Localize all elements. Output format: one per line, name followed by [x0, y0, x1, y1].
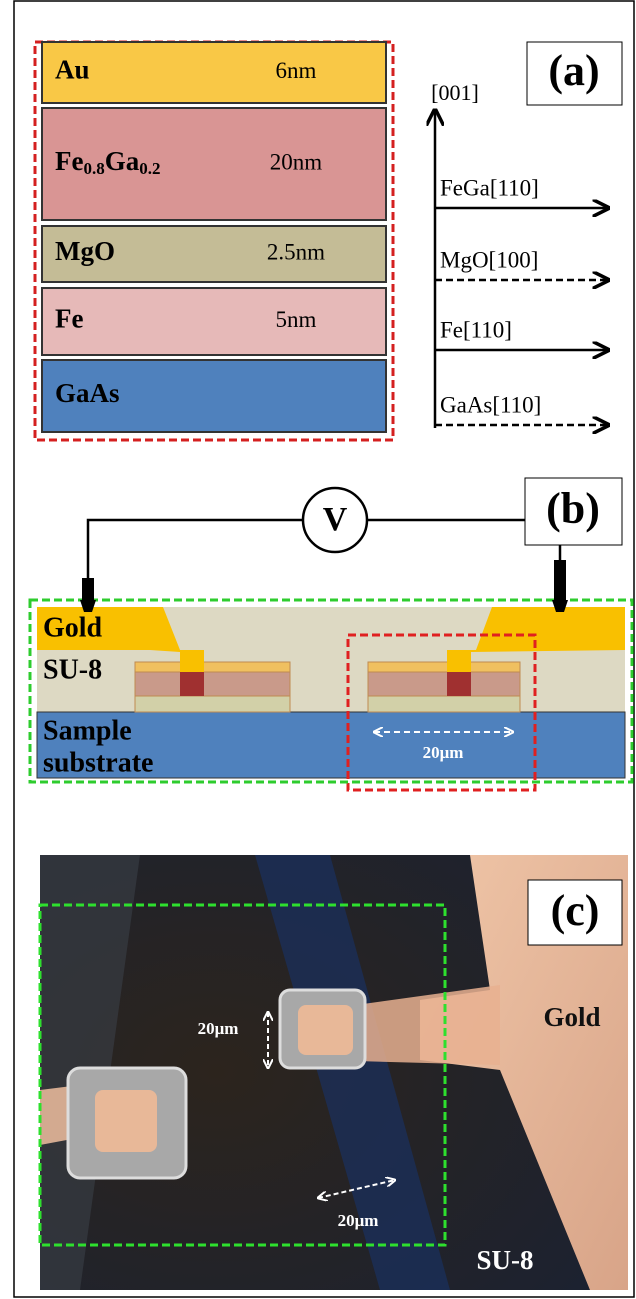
- layer: [41, 359, 387, 433]
- panel-c: (c) 20μm 20μm Gold SU-8: [38, 855, 628, 1290]
- device-outline: [38, 903, 447, 1247]
- layer-name: Fe0.8Ga0.2: [55, 146, 161, 178]
- scale-label: 20μm: [423, 743, 464, 762]
- scale-arrow: [318, 1180, 395, 1198]
- photo-gold: [420, 855, 628, 1290]
- substrate-label: Sample: [43, 715, 132, 746]
- layer-name-part: Fe: [55, 304, 83, 334]
- device-outline: [28, 598, 634, 784]
- layer-thickness: 2.5nm: [267, 239, 325, 264]
- frame: [13, 0, 635, 1298]
- probe: [552, 600, 568, 612]
- panel-label: (a): [548, 46, 599, 95]
- direction-label: MgO[100]: [440, 247, 538, 272]
- direction-label: Fe[110]: [440, 317, 512, 342]
- layer-name: Fe: [55, 304, 83, 334]
- stack-left: [134, 661, 291, 713]
- wire: [86, 518, 303, 600]
- layer-name-part: Au: [55, 55, 90, 85]
- panel-label: (c): [551, 886, 600, 935]
- gold-left: [37, 607, 204, 672]
- voltmeter-label: V: [323, 501, 348, 538]
- direction-label: FeGa[110]: [440, 175, 539, 200]
- gold-label: Gold: [543, 1002, 600, 1032]
- substrate: [36, 711, 626, 779]
- layer-name-part: 0.8: [83, 159, 104, 178]
- label-box: [527, 879, 623, 946]
- layer-thickness: 5nm: [276, 307, 317, 332]
- stack-outline: [33, 40, 395, 442]
- probe: [554, 560, 566, 602]
- layer: [41, 287, 387, 356]
- direction-label: GaAs[110]: [440, 392, 541, 417]
- layer-name: GaAs: [55, 378, 120, 408]
- layer: [41, 225, 387, 283]
- photo-pad: [298, 1005, 353, 1055]
- layer-name-part: Ga: [105, 146, 140, 176]
- gold-right: [447, 607, 625, 672]
- layer-name: MgO: [55, 236, 115, 266]
- layer: [41, 107, 387, 221]
- scale-label: 20μm: [338, 1211, 379, 1230]
- probe: [82, 578, 94, 602]
- label-box: [524, 477, 623, 546]
- layer-name: Au: [55, 55, 90, 85]
- panel-label: (b): [546, 484, 600, 533]
- photo-pad: [95, 1090, 157, 1152]
- highlight: [346, 633, 537, 792]
- layer-thickness: 20nm: [270, 149, 323, 174]
- layer-name-part: 0.2: [139, 159, 160, 178]
- su8-label: SU-8: [476, 1245, 533, 1275]
- substrate-label: substrate: [43, 747, 153, 778]
- contact: [447, 672, 471, 696]
- voltmeter: [301, 486, 369, 554]
- gold-label: Gold: [43, 612, 103, 643]
- layer-name-part: Fe: [55, 146, 83, 176]
- layer-name-part: GaAs: [55, 378, 120, 408]
- layer-name-part: MgO: [55, 236, 115, 266]
- photo-stripe: [255, 855, 450, 1290]
- stack-right: [367, 661, 521, 713]
- probe: [80, 600, 96, 612]
- scale-label: 20μm: [198, 1019, 239, 1038]
- axis-label: [001]: [431, 80, 479, 105]
- contact: [180, 672, 204, 696]
- layer: [41, 41, 387, 104]
- label-box: [526, 41, 623, 106]
- panel-b: (b) V 20μm Gold SU-8 Sample substrate: [28, 477, 634, 792]
- su8-label: SU-8: [43, 654, 102, 685]
- layer-thickness: 6nm: [276, 58, 317, 83]
